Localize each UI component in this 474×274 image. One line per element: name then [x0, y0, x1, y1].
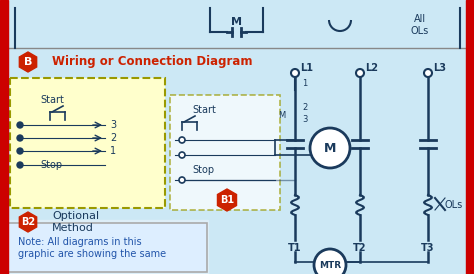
Text: OLs: OLs: [445, 200, 463, 210]
Circle shape: [17, 135, 23, 141]
Circle shape: [179, 137, 185, 143]
FancyBboxPatch shape: [170, 95, 280, 210]
Circle shape: [314, 249, 346, 274]
Bar: [8, 48, 466, 274]
Text: Stop: Stop: [192, 165, 214, 175]
FancyBboxPatch shape: [8, 223, 207, 272]
Bar: [466, 0, 474, 274]
Text: Stop: Stop: [40, 160, 62, 170]
Circle shape: [291, 69, 299, 77]
Circle shape: [356, 69, 364, 77]
Text: T2: T2: [353, 243, 367, 253]
Text: T1: T1: [288, 243, 302, 253]
Bar: [8, 0, 466, 48]
FancyBboxPatch shape: [10, 78, 165, 208]
Text: M: M: [324, 141, 336, 155]
Circle shape: [310, 128, 350, 168]
Text: 2: 2: [110, 133, 116, 143]
Circle shape: [179, 152, 185, 158]
Bar: [0, 0, 8, 274]
Text: Start: Start: [192, 105, 216, 115]
Text: Note: All diagrams in this
graphic are showing the same: Note: All diagrams in this graphic are s…: [18, 237, 166, 259]
Bar: [8, 220, 208, 274]
Text: L1: L1: [300, 63, 313, 73]
Text: All
OLs: All OLs: [411, 14, 429, 36]
Text: L2: L2: [365, 63, 378, 73]
Text: L3: L3: [433, 63, 446, 73]
Text: M: M: [278, 112, 285, 121]
Text: Start: Start: [40, 95, 64, 105]
Text: Wiring or Connection Diagram: Wiring or Connection Diagram: [52, 56, 253, 68]
Text: Optional
Method: Optional Method: [52, 211, 99, 233]
Text: 2: 2: [302, 104, 307, 113]
Circle shape: [424, 69, 432, 77]
Text: M: M: [231, 17, 243, 27]
Circle shape: [179, 177, 185, 183]
Text: 1: 1: [302, 78, 307, 87]
Circle shape: [17, 162, 23, 168]
Text: 1: 1: [110, 146, 116, 156]
Circle shape: [17, 122, 23, 128]
Circle shape: [17, 148, 23, 154]
Text: B1: B1: [220, 195, 234, 205]
Text: MTR: MTR: [319, 261, 341, 270]
Text: 3: 3: [302, 116, 307, 124]
Text: B2: B2: [21, 217, 35, 227]
Text: T3: T3: [421, 243, 435, 253]
Text: 3: 3: [110, 120, 116, 130]
Text: B: B: [24, 57, 32, 67]
